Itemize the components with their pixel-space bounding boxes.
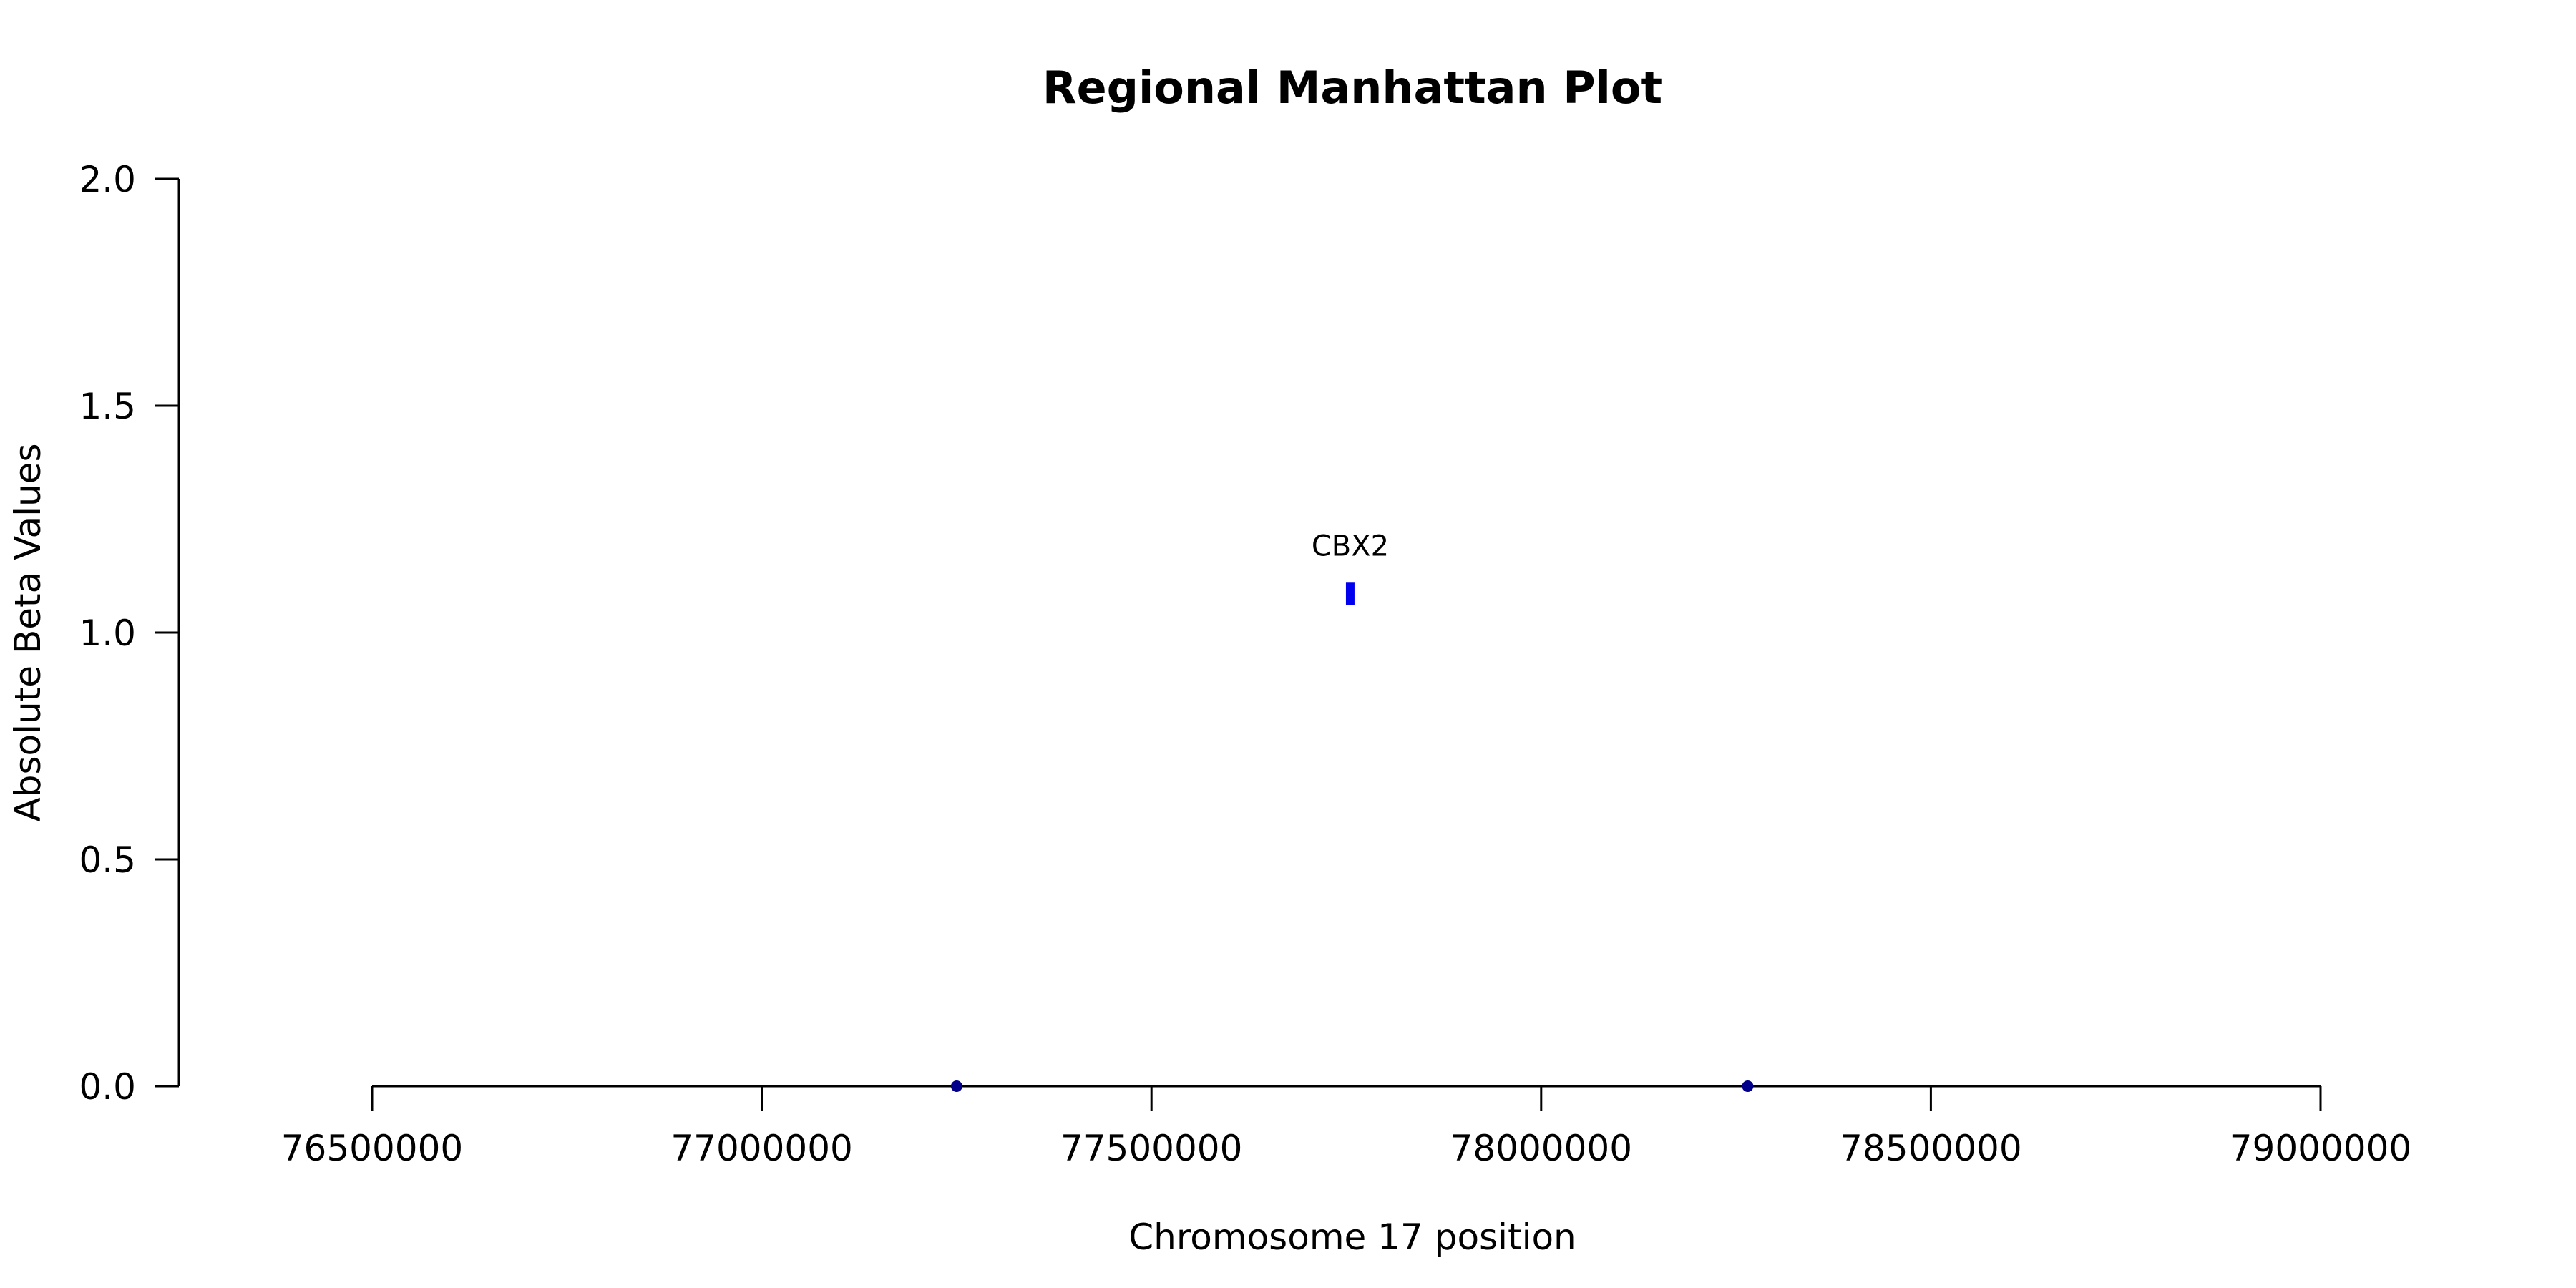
x-tick-label: 78500000 [1840,1128,2022,1169]
region-label: CBX2 [1312,530,1389,562]
y-tick-label: 1.0 [79,613,136,654]
y-tick-label: 2.0 [79,159,136,200]
chart-title: Regional Manhattan Plot [1043,62,1662,114]
x-tick-label: 76500000 [281,1128,464,1169]
x-tick-label: 79000000 [2230,1128,2412,1169]
x-tick-label: 77000000 [670,1128,853,1169]
data-point [1742,1080,1754,1092]
x-tick-label: 77500000 [1060,1128,1243,1169]
y-axis-title: Absolute Beta Values [7,444,49,822]
x-axis: 76500000 77000000 77500000 78000000 78500000… [281,1085,2412,1169]
x-axis-title: Chromosome 17 position [1128,1216,1576,1258]
data-marks: CBX2 [950,530,1754,1092]
x-tick-label: 78000000 [1450,1128,1633,1169]
y-tick-label: 1.5 [79,386,136,427]
region-bar [1345,582,1355,605]
y-tick-label: 0.5 [79,839,136,881]
y-tick-label: 0.0 [79,1066,136,1108]
y-axis: 0.0 0.5 1.0 1.5 2.0 [79,159,180,1108]
data-point [950,1080,962,1092]
